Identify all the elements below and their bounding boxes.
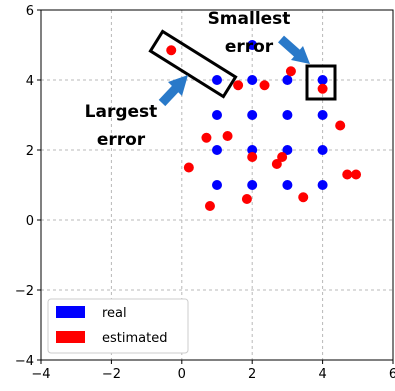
y-tick-label: 0 <box>26 214 34 229</box>
estimated-point <box>233 80 244 91</box>
real-point <box>282 145 293 155</box>
smallest-error-box <box>305 64 337 101</box>
estimated-point <box>241 194 252 204</box>
x-tick-label: 0 <box>178 367 186 382</box>
legend-label-estimated: estimated <box>102 331 167 346</box>
real-point <box>247 180 258 190</box>
legend-swatch-real <box>56 306 85 318</box>
real-point <box>247 145 258 155</box>
estimated-point <box>351 169 362 180</box>
x-tick-label: −2 <box>102 367 121 382</box>
real-point <box>282 75 293 85</box>
y-axis-ticks: −4 −2 0 2 4 6 <box>15 4 41 369</box>
real-point <box>317 75 328 85</box>
largest-error-arrow <box>158 75 188 107</box>
estimated-point <box>271 159 282 169</box>
estimated-point <box>201 132 212 143</box>
largest-error-label-line2: error <box>97 130 146 150</box>
real-point <box>247 110 258 120</box>
real-point <box>282 180 293 190</box>
estimated-point <box>342 169 353 180</box>
real-point <box>317 180 328 190</box>
legend-label-real: real <box>102 306 127 321</box>
estimated-point <box>183 162 194 173</box>
smallest-error-label-line1: Smallest <box>208 9 291 29</box>
estimated-point <box>298 192 309 203</box>
estimated-point <box>204 201 215 211</box>
y-tick-label: 2 <box>26 144 34 159</box>
estimated-point <box>317 83 328 94</box>
estimated-point <box>247 152 258 162</box>
real-point <box>282 110 293 120</box>
x-tick-label: 6 <box>389 367 395 382</box>
real-point <box>317 110 328 120</box>
real-point <box>247 40 258 50</box>
real-point <box>212 75 222 85</box>
y-tick-label: 6 <box>26 4 34 19</box>
estimated-point <box>335 120 346 131</box>
legend-swatch-estimated <box>56 331 85 343</box>
estimated-point <box>166 45 177 56</box>
smallest-error-label-line2: error <box>225 37 274 57</box>
estimated-point <box>285 66 296 77</box>
real-point <box>317 145 328 155</box>
real-point <box>212 180 222 190</box>
y-tick-label: 4 <box>26 74 34 89</box>
y-tick-label: −4 <box>15 354 34 369</box>
x-tick-label: −4 <box>31 367 50 382</box>
estimated-point <box>222 131 233 141</box>
x-tick-label: 2 <box>248 367 256 382</box>
x-tick-label: 4 <box>318 367 326 382</box>
legend: real estimated <box>47 298 189 354</box>
smallest-error-arrow <box>278 35 310 64</box>
largest-error-label-line1: Largest <box>85 102 158 122</box>
real-point <box>247 75 258 85</box>
y-tick-label: −2 <box>15 284 34 299</box>
plot-frame <box>40 9 394 361</box>
x-axis-ticks: −4 −2 0 2 4 6 <box>31 360 395 382</box>
real-point <box>212 145 222 155</box>
largest-error-box <box>148 29 238 99</box>
estimated-point <box>277 152 288 162</box>
estimated-point <box>259 80 270 91</box>
real-series <box>212 40 328 190</box>
real-point <box>212 110 222 120</box>
estimated-series <box>166 45 362 211</box>
